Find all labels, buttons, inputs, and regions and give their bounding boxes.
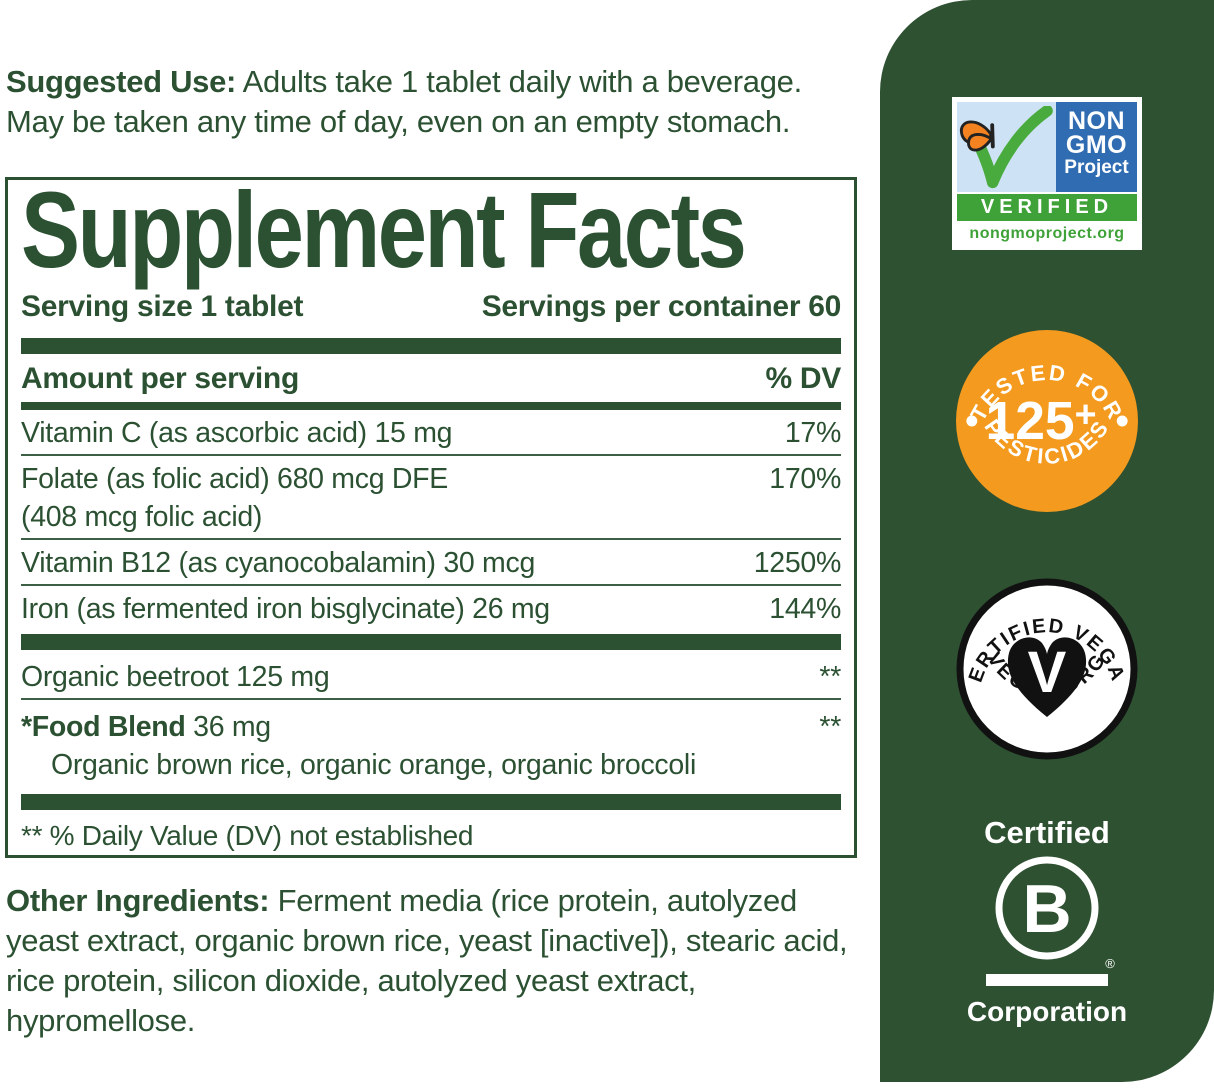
certified-vegan-badge: CERTIFIED VEGAN VEGAN.ORG V <box>946 559 1140 762</box>
vegan-v-letter: V <box>1028 640 1067 705</box>
suggested-use-line1: Suggested Use: Adults take 1 tablet dail… <box>6 64 802 99</box>
other-ingredients-label: Other Ingredients: <box>6 883 270 918</box>
green-side-panel: NON GMO Project VERIFIED nongmoproject.o… <box>880 0 1214 1082</box>
svg-text:B: B <box>1022 871 1071 947</box>
divider-thick <box>21 338 841 354</box>
percent-dv-header: % DV <box>765 362 842 395</box>
non-gmo-url: nongmoproject.org <box>969 225 1125 242</box>
table-row: Iron (as fermented iron bisglycinate) 26… <box>21 586 841 630</box>
divider-thick <box>21 794 841 810</box>
supplement-facts-title: Supplement Facts <box>21 169 747 290</box>
bcorp-certified-label: Certified <box>984 815 1110 850</box>
nutrient-name: Vitamin B12 (as cyanocobalamin) 30 mcg <box>21 547 535 579</box>
dot-right <box>1116 415 1128 427</box>
dv-footnote: ** % Daily Value (DV) not established <box>21 820 474 851</box>
dot-left <box>966 415 978 427</box>
nutrient-dv: ** <box>819 711 841 743</box>
food-blend-block: *Food Blend 36 mg Organic brown rice, or… <box>21 708 696 784</box>
divider-thin <box>21 538 841 540</box>
food-blend-ingredients: Organic brown rice, organic orange, orga… <box>51 749 696 781</box>
suggested-use-line2: May be taken any time of day, even on an… <box>6 104 791 139</box>
divider-thin <box>21 454 841 456</box>
non-gmo-verified-bar: VERIFIED <box>957 194 1137 221</box>
nutrient-name: Iron (as fermented iron bisglycinate) 26… <box>21 593 550 625</box>
nutrient-dv: 170% <box>769 463 841 495</box>
divider-medium <box>21 402 841 410</box>
divider-thin <box>21 698 841 700</box>
table-header-row: Amount per serving % DV <box>21 354 841 402</box>
non-gmo-word1: NON <box>1067 107 1126 135</box>
pesticides-count: 125+ <box>986 392 1097 451</box>
servings-per-container: Servings per container 60 <box>481 290 842 323</box>
nutrient-dv: ** <box>819 661 841 693</box>
serving-info-row: Serving size 1 tablet Servings per conta… <box>21 288 841 326</box>
registered-mark: ® <box>1105 956 1115 971</box>
nutrient-dv: 1250% <box>753 547 842 579</box>
table-row-food-blend: *Food Blend 36 mg Organic brown rice, or… <box>21 700 841 786</box>
nutrient-name: Folate (as folic acid) 680 mcg DFE (408 … <box>21 463 448 533</box>
divider-thin <box>21 584 841 586</box>
nutrient-name: Vitamin C (as ascorbic acid) 15 mg <box>21 417 453 449</box>
butterfly-checkmark-icon <box>957 102 1056 192</box>
vegan-heart-icon <box>1007 637 1087 717</box>
other-ingredients-text: Other Ingredients: Ferment media (rice p… <box>6 883 848 1038</box>
non-gmo-project-badge: NON GMO Project VERIFIED nongmoproject.o… <box>952 97 1142 250</box>
divider-thick <box>21 634 841 650</box>
nutrient-dv: 144% <box>769 593 841 625</box>
bcorp-b-icon: B ® <box>986 856 1115 986</box>
non-gmo-word3: Project <box>1064 157 1129 178</box>
tested-pesticides-badge: TESTED FOR PESTICIDES 125+ <box>956 330 1138 512</box>
serving-size: Serving size 1 tablet <box>21 290 304 323</box>
non-gmo-word2: GMO <box>1065 131 1128 159</box>
b-corporation-badge: Certified B ® Corporation <box>957 816 1137 1027</box>
amount-per-serving-header: Amount per serving <box>21 362 299 395</box>
supplement-facts-panel: Supplement Facts Serving size 1 tablet S… <box>5 169 857 858</box>
suggested-use-text: Suggested Use: Adults take 1 tablet dail… <box>6 62 856 142</box>
table-row: Vitamin B12 (as cyanocobalamin) 30 mcg 1… <box>21 540 841 584</box>
suggested-use-label: Suggested Use: <box>6 64 237 99</box>
table-row: Organic beetroot 125 mg ** <box>21 650 841 698</box>
nutrient-dv: 17% <box>784 417 841 449</box>
bcorp-corporation-label: Corporation <box>966 996 1128 1027</box>
table-row: Folate (as folic acid) 680 mcg DFE (408 … <box>21 456 841 538</box>
food-blend-name: *Food Blend <box>21 711 186 743</box>
nutrient-name: Organic beetroot 125 mg <box>21 661 330 693</box>
table-row: Vitamin C (as ascorbic acid) 15 mg 17% <box>21 410 841 454</box>
